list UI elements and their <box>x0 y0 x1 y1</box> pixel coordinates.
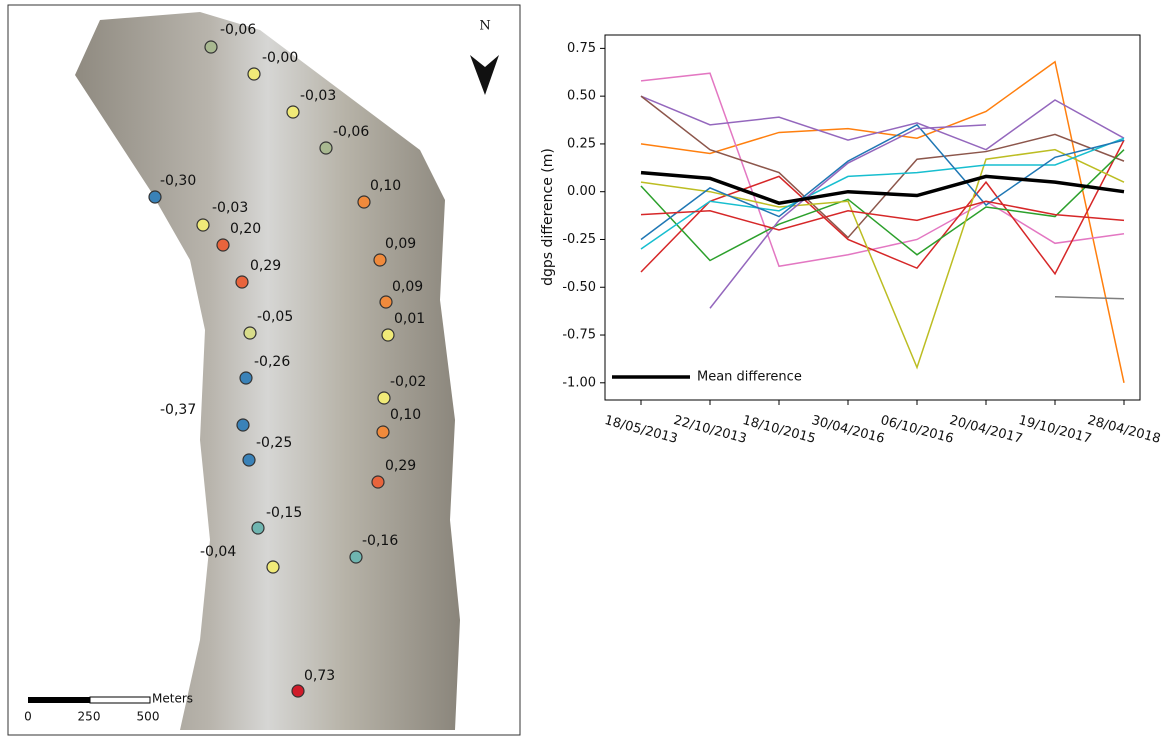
point-label: -0,03 <box>300 88 336 104</box>
x-tick-label: 20/04/2017 <box>948 413 1024 447</box>
series-line <box>640 148 1125 370</box>
y-tick-label: 0.75 <box>567 41 596 56</box>
point-label: 0,09 <box>385 236 416 252</box>
point-label: 0,29 <box>385 458 416 474</box>
point-label: -0,02 <box>390 374 426 390</box>
map-point <box>251 521 265 535</box>
x-tick-label: 18/10/2015 <box>741 413 817 447</box>
y-axis-label: dgps difference (m) <box>540 148 556 286</box>
map-point <box>376 425 390 439</box>
point-label: -0,00 <box>262 50 298 66</box>
map-point <box>236 418 250 432</box>
point-label: -0,05 <box>257 309 293 325</box>
point-label: -0,15 <box>266 505 302 521</box>
mean-line <box>640 170 1125 205</box>
scale-unit: Meters <box>152 692 193 706</box>
series-line <box>640 200 1125 231</box>
point-label: -0,04 <box>200 544 236 560</box>
y-tick-label: 0.00 <box>567 184 596 199</box>
scale-bar <box>28 697 90 703</box>
y-tick-label: -0.75 <box>562 328 596 343</box>
point-label: -0,16 <box>362 533 398 549</box>
map-point <box>216 238 230 252</box>
map-point <box>266 560 280 574</box>
map-point <box>239 371 253 385</box>
map-point <box>243 326 257 340</box>
y-tick-label: -0.25 <box>562 232 596 247</box>
point-label: -0,06 <box>333 124 369 140</box>
x-tick-label: 19/10/2017 <box>1017 413 1093 447</box>
map-point <box>349 550 363 564</box>
point-label: -0,25 <box>256 435 292 451</box>
map-point <box>247 67 261 81</box>
series-line <box>640 123 1125 241</box>
plot-frame <box>604 34 1141 401</box>
x-tick-label: 22/10/2013 <box>672 413 748 447</box>
y-tick-label: 0.50 <box>567 89 596 104</box>
map-point <box>319 141 333 155</box>
map-point <box>377 391 391 405</box>
map-point <box>379 295 393 309</box>
x-tick-label: 30/04/2016 <box>810 413 886 447</box>
terrain <box>75 12 460 730</box>
north-arrow <box>470 55 499 95</box>
map-point <box>381 328 395 342</box>
x-tick-label: 28/04/2018 <box>1086 413 1162 447</box>
series-line <box>640 139 1125 276</box>
map-point <box>286 105 300 119</box>
point-label: -0,37 <box>160 402 196 418</box>
map-point <box>291 684 305 698</box>
map-point <box>373 253 387 267</box>
y-tick-label: -0.50 <box>562 280 596 295</box>
series-line <box>640 72 1125 268</box>
point-label: 0,01 <box>394 311 425 327</box>
scale-bar <box>89 696 151 704</box>
map-point <box>148 190 162 204</box>
map-point <box>242 453 256 467</box>
map-point <box>204 40 218 54</box>
map-point <box>196 218 210 232</box>
point-label: 0,10 <box>370 178 401 194</box>
point-label: -0,26 <box>254 354 290 370</box>
series-line <box>640 95 1125 151</box>
point-label: -0,03 <box>212 200 248 216</box>
map-point <box>371 475 385 489</box>
x-tick-label: 18/05/2013 <box>603 413 679 447</box>
scale-label: 500 <box>137 710 160 724</box>
y-tick-label: -1.00 <box>562 375 596 390</box>
map-point <box>357 195 371 209</box>
map-point <box>235 275 249 289</box>
point-label: -0,30 <box>160 173 196 189</box>
series-line <box>640 149 1125 262</box>
y-tick-label: 0.25 <box>567 136 596 151</box>
series-line <box>709 124 987 309</box>
scale-label: 250 <box>78 710 101 724</box>
series-line <box>640 60 1125 383</box>
legend-label: Mean difference <box>697 370 802 385</box>
point-label: 0,73 <box>304 668 335 684</box>
point-label: -0,06 <box>220 22 256 38</box>
scale-label: 0 <box>24 710 32 724</box>
north-label: N <box>479 19 490 34</box>
point-label: 0,09 <box>392 279 423 295</box>
series-line <box>640 95 1125 239</box>
point-label: 0,10 <box>390 407 421 423</box>
point-label: 0,29 <box>250 258 281 274</box>
point-label: 0,20 <box>230 221 261 237</box>
x-tick-label: 06/10/2016 <box>879 413 955 447</box>
series-line <box>1054 296 1125 300</box>
